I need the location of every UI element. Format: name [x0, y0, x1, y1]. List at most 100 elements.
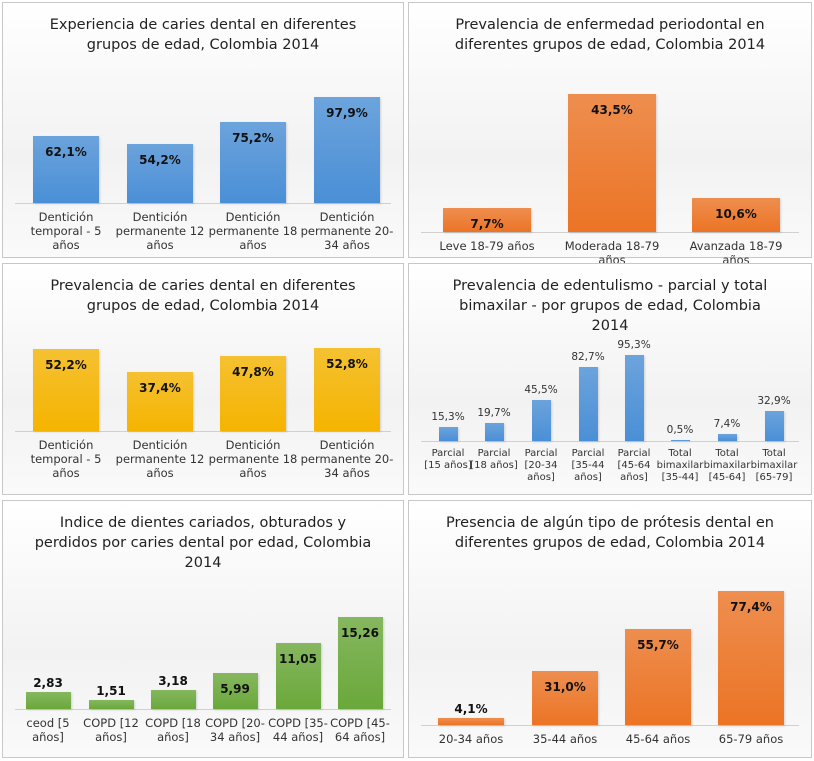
category-label: 45-64 años: [625, 732, 691, 746]
data-label: 82,7%: [571, 350, 605, 363]
category-label: Dentición temporal - 5 años: [30, 438, 102, 480]
bar: [624, 355, 644, 441]
category-label: Dentición temporal - 5 años: [30, 210, 102, 252]
data-label: 2,83: [33, 676, 63, 691]
chart-title: Indice de dientes cariados, obturados y …: [34, 515, 372, 571]
bar: [220, 355, 286, 431]
bar: [443, 207, 531, 232]
bar: [33, 135, 99, 203]
bar: [625, 628, 691, 725]
data-label: 10,6%: [715, 207, 757, 222]
bar: [531, 400, 551, 441]
data-label: 37,4%: [139, 381, 181, 396]
data-label: 52,2%: [45, 358, 87, 373]
data-label: 0,5%: [666, 424, 694, 436]
category-label: COPD [12 años]: [83, 716, 139, 744]
bar: [314, 97, 380, 203]
bar: [25, 692, 71, 709]
chart-title: Prevalencia de caries dental en diferent…: [50, 278, 356, 314]
bar: [764, 411, 784, 441]
category-label: COPD [35-44 años]: [268, 716, 328, 744]
bar: [127, 372, 193, 431]
x-axis-line: [421, 441, 799, 442]
bar: [337, 617, 383, 709]
bar: [220, 121, 286, 203]
bar: [438, 717, 504, 725]
category-label: 65-79 años: [718, 732, 784, 746]
category-label: Total bimaxilar [45-64]: [703, 448, 751, 483]
category-label: Dentición permanente 18 años: [208, 210, 298, 252]
category-label: Parcial [20-34 años]: [524, 448, 558, 483]
data-label: 75,2%: [232, 130, 274, 145]
data-label: 1,51: [96, 683, 126, 698]
category-label: 35-44 años: [532, 732, 598, 746]
category-label: Parcial [45-64 años]: [617, 448, 651, 483]
data-label: 7,7%: [470, 216, 504, 231]
x-axis-line: [421, 725, 799, 726]
data-label: 15,26: [341, 626, 379, 641]
data-label: 43,5%: [591, 103, 633, 118]
data-label: 3,18: [158, 673, 188, 688]
category-label: Dentición permanente 20-34 años: [300, 438, 394, 480]
chart-title: Presencia de algún tipo de prótesis dent…: [446, 515, 774, 551]
data-label: 54,2%: [139, 153, 181, 168]
chart-panel: Prevalencia de caries dental en diferent…: [2, 263, 404, 495]
data-label: 15,3%: [431, 411, 465, 424]
bar: [275, 642, 321, 709]
category-label: Dentición permanente 18 años: [208, 438, 298, 480]
bar: [127, 144, 193, 203]
bar: [314, 348, 380, 431]
chart-panel: Presencia de algún tipo de prótesis dent…: [408, 500, 812, 758]
x-axis-line: [421, 232, 799, 233]
category-label: COPD [45-64 años]: [330, 716, 390, 744]
x-axis-line: [15, 431, 391, 432]
chart-title: Experiencia de caries dental en diferent…: [49, 17, 357, 53]
bar: [532, 671, 598, 725]
bar: [212, 673, 258, 709]
bar: [33, 349, 99, 431]
category-label: Dentición permanente 20-34 años: [300, 210, 394, 252]
chart-panel: Indice de dientes cariados, obturados y …: [2, 500, 404, 758]
bar: [484, 423, 504, 441]
data-label: 52,8%: [326, 357, 368, 372]
category-label: Parcial [35-44 años]: [571, 448, 605, 483]
chart-panel: Prevalencia de edentulismo - parcial y t…: [408, 263, 812, 495]
data-label: 62,1%: [45, 144, 87, 159]
data-label: 55,7%: [637, 637, 679, 652]
category-label: Total bimaxilar [35-44]: [656, 448, 704, 483]
chart-panel: Prevalencia de enfermedad periodontal en…: [408, 2, 812, 267]
chart-title: Prevalencia de enfermedad periodontal en…: [454, 17, 766, 53]
data-label: 77,4%: [730, 600, 772, 615]
category-label: 20-34 años: [438, 732, 504, 746]
category-label: COPD [18 años]: [145, 716, 201, 744]
bar: [718, 591, 784, 725]
bar: [568, 94, 656, 232]
bar: [88, 699, 134, 709]
category-label: ceod [5 años]: [26, 716, 70, 744]
bar: [578, 366, 598, 441]
x-axis-line: [15, 709, 391, 710]
bar: [670, 440, 690, 441]
bar: [438, 427, 458, 441]
data-label: 7,4%: [713, 418, 741, 431]
data-label: 97,9%: [326, 106, 368, 121]
category-label: Parcial [18 años]: [470, 448, 518, 471]
data-label: 47,8%: [232, 364, 274, 379]
bar: [692, 198, 780, 232]
x-axis-line: [15, 203, 391, 204]
category-label: Dentición permanente 12 años: [115, 210, 205, 252]
category-label: Parcial [15 años]: [424, 448, 472, 471]
bar: [717, 434, 737, 441]
category-label: Dentición permanente 12 años: [115, 438, 205, 480]
data-label: 95,3%: [617, 339, 651, 352]
data-label: 45,5%: [524, 384, 558, 397]
data-label: 32,9%: [757, 395, 791, 408]
chart-panel: Experiencia de caries dental en diferent…: [2, 2, 404, 258]
data-label: 31,0%: [544, 680, 586, 695]
data-label: 5,99: [220, 682, 250, 697]
category-label: Total bimaxilar [65-79]: [750, 448, 798, 483]
chart-title: Prevalencia de edentulismo - parcial y t…: [452, 278, 768, 334]
data-label: 11,05: [279, 651, 317, 666]
data-label: 19,7%: [477, 407, 511, 420]
data-label: 4,1%: [454, 701, 488, 716]
